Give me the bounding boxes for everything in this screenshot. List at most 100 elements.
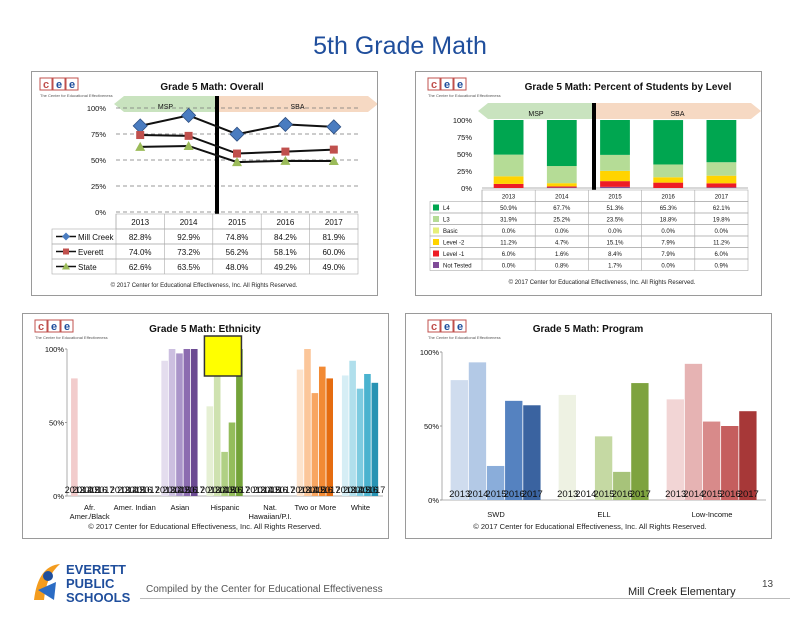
cee-logo-letter-c: c — [43, 79, 49, 91]
cee-logo-letter-e1: e — [56, 79, 62, 91]
overall-x-label: 2013 — [131, 218, 149, 227]
level-bar-segment — [600, 170, 630, 182]
level-bar-segment — [546, 183, 577, 187]
ethnicity-bar — [371, 382, 379, 496]
ethnicity-year-label: 2017 — [140, 485, 160, 495]
level-legend-label: Level -1 — [443, 252, 465, 258]
ethnicity-year-label: 2014 — [253, 485, 273, 495]
overall-point — [233, 149, 241, 158]
cee-logo-box-2 — [440, 319, 454, 333]
level-x-label: 2016 — [662, 195, 676, 201]
ethnicity-year-label: 2017 — [365, 485, 385, 495]
msp-band-label: MSP — [158, 104, 174, 111]
program-bar — [631, 383, 649, 500]
overall-data-label: 63.5% — [177, 263, 200, 272]
overall-x-label: 2015 — [228, 218, 246, 227]
level-data-label: 11.2% — [713, 241, 730, 247]
program-category-label: Low-Income — [692, 510, 733, 519]
overall-data-label: 58.1% — [274, 248, 297, 257]
ethnicity-year-label: 2013 — [65, 485, 85, 495]
program-year-label: 2014 — [683, 489, 704, 500]
overall-point — [229, 126, 245, 142]
level-x-label: 2017 — [715, 195, 729, 201]
level-bar-segment — [706, 120, 737, 163]
overall-data-label: 74.0% — [129, 248, 152, 257]
ethnicity-bar — [71, 378, 78, 496]
level-legend-label: Basic — [443, 229, 458, 235]
overall-legend-marker — [62, 232, 70, 241]
level-data-label: 0.0% — [608, 229, 622, 235]
level-bar-segment — [653, 182, 684, 188]
overall-chart-panel: c e e The Center for Educational Effectiven… — [31, 71, 378, 296]
sba-band-arrow — [594, 103, 761, 119]
ethnicity-bar — [318, 366, 326, 496]
program-category-label: SWD — [487, 510, 505, 519]
ethnicity-year-label: 2017 — [185, 485, 205, 495]
level-data-label: 67.7% — [553, 206, 571, 212]
program-bar — [523, 405, 541, 500]
level-table-row — [429, 258, 749, 271]
overall-x-label: 2016 — [277, 218, 295, 227]
ethnicity-chart-panel: c e e The Center for Educational Effectiven… — [22, 313, 389, 539]
overall-data-label: 74.8% — [226, 233, 249, 242]
ethnicity-bar — [168, 349, 176, 496]
program-chart-title: Grade 5 Math: Program — [533, 324, 644, 335]
cee-logo-box-2 — [440, 77, 454, 91]
level-legend-label: L4 — [443, 206, 450, 212]
program-bar — [505, 400, 523, 500]
program-year-label: 2016 — [720, 489, 741, 500]
level-bar-segment — [706, 187, 737, 188]
level-data-label: 0.8% — [555, 264, 569, 270]
ethnicity-category-label: Two or More — [294, 503, 336, 512]
level-data-label: 11.2% — [500, 241, 517, 247]
ethnicity-year-label: 2014 — [72, 485, 92, 495]
ethnicity-bar — [183, 349, 191, 496]
level-bar-segment — [600, 181, 630, 187]
ethnicity-bar — [296, 369, 304, 496]
footer-school-name: Mill Creek Elementary — [628, 586, 736, 598]
district-logo-body-icon — [38, 582, 56, 600]
overall-data-label: 56.2% — [226, 248, 249, 257]
ethnicity-year-label: 2016 — [268, 485, 288, 495]
level-bar-segment — [546, 186, 577, 188]
level-data-label: 7.9% — [661, 252, 675, 258]
level-ytick: 0% — [461, 184, 472, 193]
level-bar-segment — [546, 166, 577, 184]
ethnicity-bar — [236, 349, 243, 496]
cee-logo-letter-c: c — [431, 321, 437, 333]
overall-legend-label: Everett — [78, 248, 104, 257]
cee-logo-letter-e2: e — [457, 79, 463, 91]
level-table-row — [429, 224, 749, 237]
ethnicity-year-label: 2016 — [222, 485, 242, 495]
sba-band-label: SBA — [670, 111, 684, 118]
cee-logo-tagline: The Center for Educational Effectiveness — [428, 93, 501, 98]
ethnicity-chart-title: Grade 5 Math: Ethnicity — [149, 324, 261, 335]
level-bar-segment — [600, 120, 630, 155]
ethnicity-year-label: 2015 — [350, 485, 370, 495]
program-year-label: 2013 — [665, 489, 686, 500]
district-logo-line-2: PUBLIC — [66, 576, 115, 591]
program-bar — [486, 465, 505, 500]
overall-table-row — [51, 258, 359, 275]
level-chart-title: Grade 5 Math: Percent of Students by Lev… — [525, 82, 732, 93]
level-data-label: 1.6% — [555, 252, 569, 258]
cee-logo-letter-e1: e — [51, 321, 57, 333]
ethnicity-year-label: 2015 — [170, 485, 190, 495]
cee-logo-letter-c: c — [431, 79, 437, 91]
level-legend-swatch — [433, 262, 439, 268]
level-data-label: 8.4% — [608, 252, 622, 258]
overall-ytick: 100% — [87, 104, 107, 113]
level-data-label: 18.8% — [660, 218, 678, 224]
copyright-text: © 2017 Center for Educational Effectiven… — [473, 522, 706, 531]
level-bar-segment — [600, 154, 630, 171]
overall-point — [181, 107, 197, 123]
level-legend-swatch — [433, 250, 439, 257]
level-table-row — [429, 235, 749, 248]
overall-legend-label: State — [78, 263, 97, 272]
level-data-label: 0.0% — [661, 229, 675, 235]
